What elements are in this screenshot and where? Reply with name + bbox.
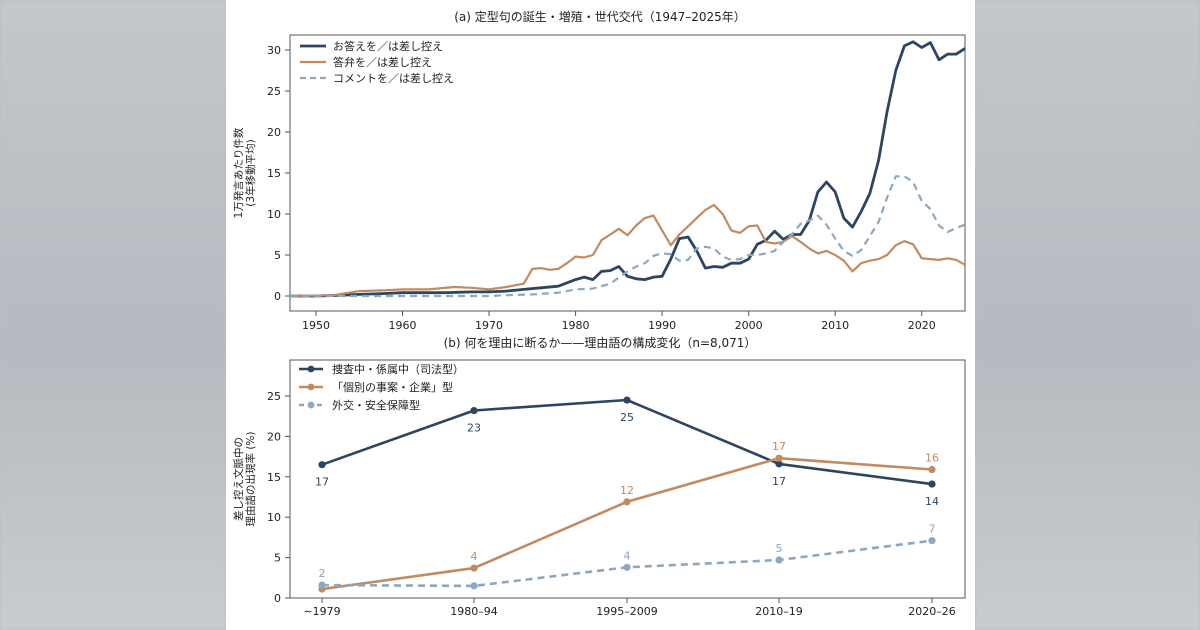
- panel-b-data-label: 16: [925, 452, 939, 465]
- panel-b-data-point: [470, 564, 478, 572]
- panel-a-y-tick-label: 15: [267, 167, 281, 180]
- panel-b-y-tick-label: 20: [267, 430, 281, 443]
- panel-b-y-tick-label: 5: [274, 552, 281, 565]
- panel-a-y-axis-label: 1万発言あたり件数 (3年移動平均): [232, 127, 257, 218]
- panel-b-data-label: 12: [620, 484, 634, 497]
- panel-b-legend-marker-3: [307, 401, 315, 409]
- panel-a-y-axis-label-line: (3年移動平均): [244, 139, 257, 206]
- figure: (a) 定型句の誕生・増殖・世代交代（1947–2025年） 1万発言あたり件数…: [232, 9, 966, 618]
- panel-b-data-label: 2: [319, 567, 326, 580]
- background-blur-right: [975, 0, 1200, 630]
- panel-a-x-tick-label: 1960: [389, 319, 417, 332]
- panel-b-data-point: [928, 465, 936, 474]
- panel-b-data-point: [623, 563, 631, 571]
- panel-b-data-label: 17: [315, 476, 329, 489]
- panel-b-x-tick-label: 2020–26: [908, 605, 956, 618]
- panel-b-data-point: [470, 406, 478, 415]
- panel-b-y-axis-label-line: 理由語の出現率 (%): [244, 431, 257, 526]
- panel-b-legend-label-2: 「個別の事案・企業」型: [332, 380, 453, 394]
- panel-a-x-tick-label: 2000: [735, 319, 763, 332]
- panel-b-data-point: [775, 460, 783, 468]
- panel-b-y-tick-label: 25: [267, 390, 281, 403]
- panel-a-y-tick-label: 25: [267, 85, 281, 98]
- panel-b-plot-frame: [289, 359, 966, 599]
- panel-a-x-tick-label: 2010: [821, 319, 849, 332]
- panel-b-data-point: [623, 396, 631, 404]
- panel-a-x-tick-label: 1970: [475, 319, 503, 332]
- panel-b-series: 17 23 25 17 14 4 12 17 16 2 4 5 7: [315, 396, 939, 593]
- panel-a-series: [289, 40, 966, 298]
- panel-b-data-label: 5: [776, 542, 783, 555]
- background-blur-left: [0, 0, 226, 630]
- panel-b-y-tick-label: 0: [274, 592, 281, 605]
- panel-b-x-tick-label: 1995–2009: [596, 605, 658, 618]
- panel-a-legend-label-1: お答えを／は差し控え: [333, 39, 443, 53]
- panel-a-axes: 0 5 10 15 20 25 30 1950 1960 1970 1980 1990 2000 2010…: [267, 44, 936, 332]
- panel-b-y-axis-label-line: 差し控え文脈中の: [232, 437, 245, 521]
- panel-b-legend-label-1: 捜査中・係属中（司法型）: [332, 362, 464, 376]
- panel-b-y-axis-label: 差し控え文脈中の 理由語の出現率 (%): [232, 431, 257, 526]
- panel-a-legend-label-3: コメントを／は差し控え: [333, 71, 454, 85]
- panel-b-data-point: [318, 461, 326, 469]
- panel-a-title: (a) 定型句の誕生・増殖・世代交代（1947–2025年）: [454, 9, 746, 24]
- panel-b-data-label: 4: [624, 549, 631, 562]
- panel-b-data-point: [775, 556, 783, 564]
- panel-b-x-tick-label: 2010–19: [755, 605, 803, 618]
- panel-b-data-point: [470, 582, 478, 590]
- panel-b-data-point: [775, 454, 783, 462]
- panel-a-series-line-1: [290, 40, 966, 298]
- panel-b-data-label: 17: [772, 440, 786, 453]
- panel-a-x-tick-label: 1980: [562, 319, 590, 332]
- panel-b-legend-marker-1: [307, 365, 315, 373]
- panel-a-y-tick-label: 30: [267, 44, 281, 57]
- panel-b-y-tick-label: 15: [267, 471, 281, 484]
- panel-b-data-point: [928, 480, 936, 488]
- panel-b-data-point: [623, 498, 631, 506]
- panel-b-data-point: [928, 537, 936, 545]
- panel-b-legend-label-3: 外交・安全保障型: [332, 398, 420, 412]
- panel-a-x-tick-label: 1950: [302, 319, 330, 332]
- panel-b-data-label: 14: [925, 495, 939, 508]
- panel-b-data-label: 25: [620, 411, 634, 424]
- panel-b: (b) 何を理由に断るか——理由語の構成変化（n=8,071） 差し控え文脈中の…: [232, 335, 966, 618]
- panel-b-x-tick-label: ∼1979: [303, 605, 340, 618]
- panel-a-y-tick-label: 0: [274, 290, 281, 303]
- panel-b-data-label: 23: [467, 422, 481, 435]
- panel-a-x-tick-label: 2020: [908, 319, 936, 332]
- panel-b-data-label: 4: [471, 550, 478, 563]
- panel-b-series-line-3: [321, 539, 933, 588]
- panel-b-legend: 捜査中・係属中（司法型） 「個別の事案・企業」型外交・安全保障型: [299, 362, 464, 412]
- panel-a-y-axis-label-line: 1万発言あたり件数: [232, 127, 245, 218]
- panel-a-legend-label-2: 答弁を／は差し控え: [333, 55, 432, 69]
- panel-a-y-tick-label: 20: [267, 126, 281, 139]
- panel-b-title: (b) 何を理由に断るか——理由語の構成変化（n=8,071）: [444, 335, 757, 350]
- panel-b-data-label: 17: [772, 475, 786, 488]
- panel-a: (a) 定型句の誕生・増殖・世代交代（1947–2025年） 1万発言あたり件数…: [232, 9, 966, 332]
- panel-b-data-point: [318, 581, 326, 589]
- panel-a-x-tick-label: 1990: [648, 319, 676, 332]
- panel-b-x-tick-label: 1980–94: [450, 605, 498, 618]
- panel-a-series-line-3: [290, 175, 966, 298]
- panel-a-series-line-2: [289, 203, 966, 298]
- panel-b-y-tick-label: 10: [267, 511, 281, 524]
- figure-card: (a) 定型句の誕生・増殖・世代交代（1947–2025年） 1万発言あたり件数…: [226, 0, 975, 630]
- panel-b-data-label: 7: [929, 523, 936, 536]
- panel-a-y-tick-label: 5: [274, 249, 281, 262]
- panel-a-y-tick-label: 10: [267, 208, 281, 221]
- panel-b-legend-marker-2: [307, 383, 315, 391]
